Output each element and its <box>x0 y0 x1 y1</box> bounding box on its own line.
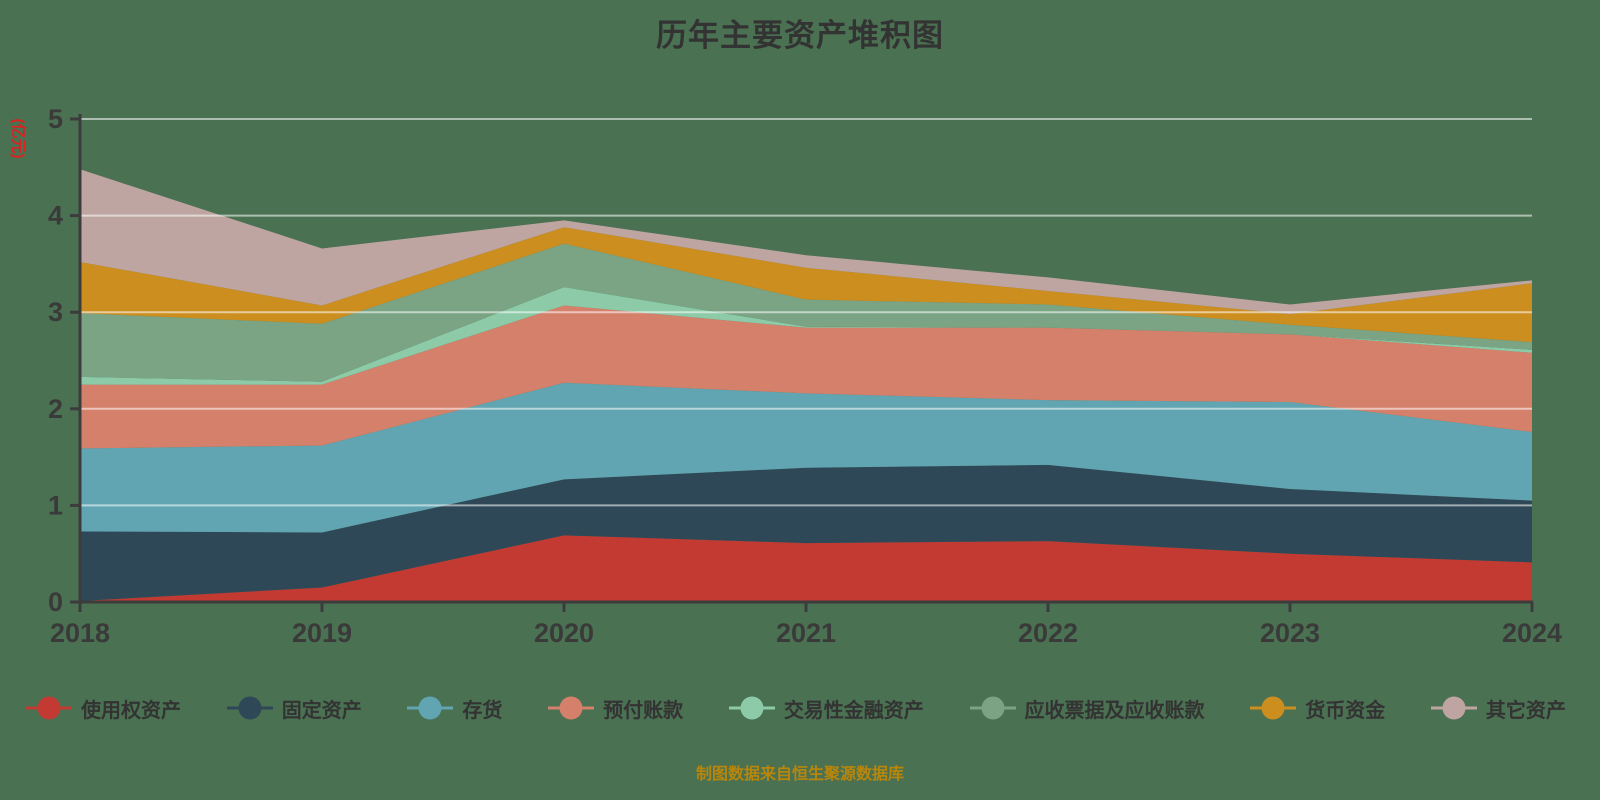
x-tick-label-2020: 2020 <box>534 618 594 648</box>
legend: 使用权资产 固定资产 存货 预付账款 交易性金融资产 应收票据及应收账款 货币资金 其它资产 <box>0 692 1600 724</box>
legend-marker-icon <box>407 696 454 720</box>
legend-item-label: 交易性金融资产 <box>783 699 924 722</box>
series-area-2 <box>80 382 1532 533</box>
legend-item-5[interactable]: 应收票据及应收账款 <box>969 692 1205 724</box>
legend-item-label: 货币资金 <box>1305 699 1386 722</box>
legend-item-2[interactable]: 存货 <box>407 692 502 724</box>
y-tick-label-5: 5 <box>48 104 63 134</box>
y-tick-label-4: 4 <box>48 201 63 231</box>
legend-item-label: 应收票据及应收账款 <box>1024 699 1205 722</box>
y-tick-label-3: 3 <box>48 297 63 327</box>
legend-item-label: 使用权资产 <box>81 699 181 722</box>
legend-marker-icon <box>26 696 72 720</box>
series-area-3 <box>80 305 1532 449</box>
legend-marker-icon <box>548 696 595 720</box>
legend-marker-icon <box>728 696 775 720</box>
legend-item-6[interactable]: 货币资金 <box>1250 692 1385 724</box>
legend-item-label: 预付账款 <box>603 699 684 722</box>
legend-marker-icon <box>1430 696 1477 720</box>
series-area-7 <box>80 169 1532 315</box>
series-area-0 <box>80 535 1532 602</box>
x-tick-label-2022: 2022 <box>1018 618 1078 648</box>
legend-item-0[interactable]: 使用权资产 <box>26 692 181 724</box>
legend-marker-icon <box>226 696 273 720</box>
y-tick-label-2: 2 <box>48 394 63 424</box>
series-area-1 <box>80 464 1532 602</box>
legend-marker-icon <box>1250 696 1297 720</box>
x-tick-label-2019: 2019 <box>292 618 352 648</box>
chart-title: 历年主要资产堆积图 <box>656 18 944 53</box>
legend-item-label: 其它资产 <box>1485 699 1566 722</box>
legend-marker-icon <box>969 696 1016 720</box>
x-tick-label-2023: 2023 <box>1260 618 1320 648</box>
legend-item-4[interactable]: 交易性金融资产 <box>728 692 924 724</box>
series-area-6 <box>80 227 1532 343</box>
x-tick-label-2021: 2021 <box>776 618 836 648</box>
legend-item-label: 固定资产 <box>281 699 362 722</box>
x-tick-label-2018: 2018 <box>50 618 110 648</box>
legend-item-7[interactable]: 其它资产 <box>1430 692 1566 724</box>
y-tick-label-0: 0 <box>48 587 63 617</box>
legend-item-3[interactable]: 预付账款 <box>548 692 683 724</box>
legend-item-label: 存货 <box>462 699 503 722</box>
data-source-note: 制图数据来自恒生聚源数据库 <box>695 766 904 783</box>
x-tick-label-2024: 2024 <box>1502 618 1562 648</box>
legend-item-1[interactable]: 固定资产 <box>226 692 362 724</box>
y-tick-label-1: 1 <box>48 490 63 520</box>
